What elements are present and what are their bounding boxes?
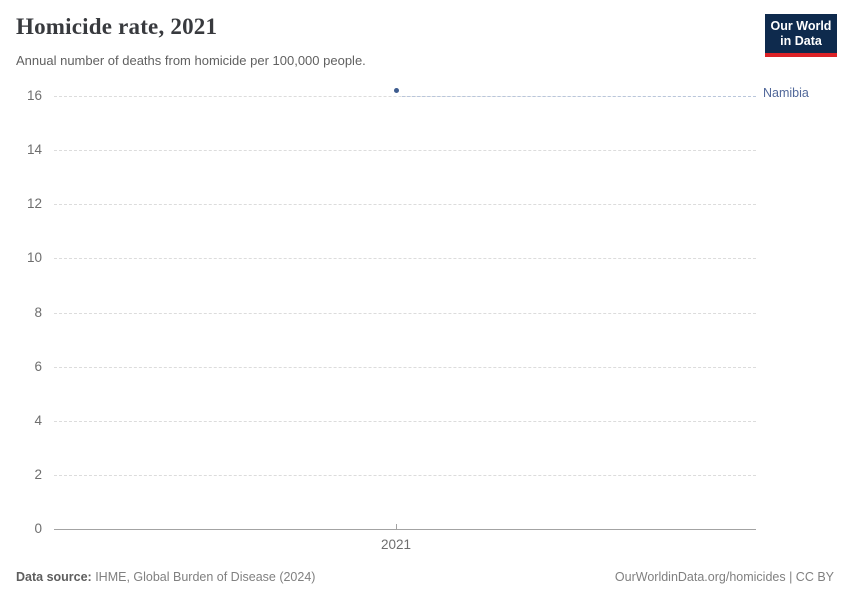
entity-connector-line bbox=[402, 95, 756, 97]
y-gridline bbox=[54, 312, 756, 314]
y-gridline bbox=[54, 96, 756, 97]
y-gridline bbox=[54, 258, 756, 260]
data-point[interactable] bbox=[393, 88, 399, 94]
y-gridline bbox=[54, 474, 756, 476]
y-tick-label: 14 bbox=[26, 142, 42, 158]
credit-link[interactable]: OurWorldinData.org/homicides | CC BY bbox=[614, 570, 834, 584]
chart-subtitle: Annual number of deaths from homicide pe… bbox=[16, 53, 366, 68]
y-gridline bbox=[54, 150, 756, 152]
page-title: Homicide rate, 2021 bbox=[16, 14, 218, 39]
owid-logo-line1: Our World bbox=[770, 19, 832, 33]
owid-logo-line2: in Data bbox=[780, 33, 822, 48]
data-source-note[interactable]: Data source: IHME, Global Burden of Dise… bbox=[16, 570, 315, 584]
y-tick-label: 16 bbox=[26, 88, 42, 103]
y-tick-label: 8 bbox=[34, 304, 42, 320]
data-source-label: Data source: bbox=[16, 570, 92, 584]
y-tick-label: 10 bbox=[26, 250, 42, 266]
y-gridline bbox=[54, 420, 756, 422]
x-axis-line bbox=[54, 529, 756, 530]
entity-label[interactable]: Namibia bbox=[763, 85, 809, 100]
x-tick-label: 2021 bbox=[380, 537, 412, 552]
y-gridline bbox=[54, 366, 756, 368]
owid-logo[interactable]: Our World in Data bbox=[765, 14, 837, 57]
y-tick-label: 0 bbox=[34, 521, 42, 536]
y-gridline bbox=[54, 204, 756, 206]
y-tick-label: 12 bbox=[26, 196, 42, 212]
x-tick bbox=[395, 524, 397, 529]
data-source-text: IHME, Global Burden of Disease (2024) bbox=[91, 570, 316, 584]
y-tick-label: 6 bbox=[34, 358, 42, 374]
y-tick-label: 4 bbox=[34, 412, 42, 428]
y-tick-label: 2 bbox=[34, 466, 42, 482]
